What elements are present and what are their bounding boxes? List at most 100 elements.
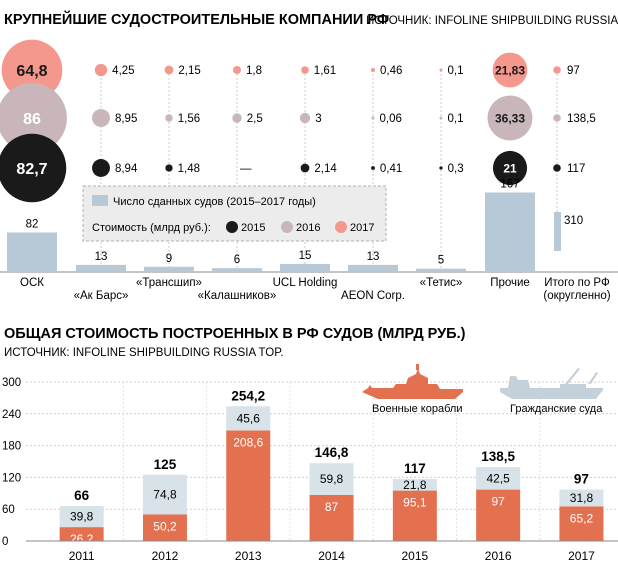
- cost-value-2016-7: 36,33: [495, 111, 525, 125]
- x-tick-label-2014: 2014: [318, 549, 345, 563]
- bottom-value-labels: 26,2 39,8 66 50,2 74,8 125 208,6 45,6 254,2 87 59,…: [70, 388, 593, 546]
- military-value-2013: 208,6: [233, 435, 263, 449]
- cost-bubble-2015-8: [553, 164, 561, 172]
- company-name-0: ОСК: [20, 277, 44, 289]
- x-tick-label-2013: 2013: [235, 549, 262, 563]
- ships-value-4: 15: [299, 250, 312, 262]
- military-value-2017: 65,2: [570, 511, 594, 525]
- cost-bubble-2017-4: [301, 66, 309, 74]
- civilian-bar-2014: [309, 463, 354, 495]
- bottom-y-tick-labels: 300 240 180 120 60 0: [2, 377, 21, 548]
- cost-bubble-2015-4: [300, 163, 310, 173]
- military-value-2015: 95,1: [403, 496, 427, 510]
- cost-value-2017-3: 1,8: [246, 65, 262, 77]
- military-bar-2016: [476, 489, 521, 541]
- cost-bubble-2015-1: [92, 159, 110, 177]
- y-tick-label-3: 120: [2, 472, 21, 484]
- ships-value-6: 5: [438, 255, 444, 267]
- cost-bubble-2017-8: [553, 66, 561, 74]
- civilian-bar-2011: [59, 506, 104, 528]
- bottom-x-tick-labels: 2011 2012 2013 2014 2015 2016 2017: [69, 549, 595, 563]
- company-name-8: Итого по РФ: [544, 277, 610, 289]
- cost-value-2017-0: 64,8: [16, 63, 47, 80]
- cost-value-2015-4: 2,14: [314, 163, 337, 175]
- cost-value-2017-8: 97: [567, 65, 580, 77]
- legend-2016-label: 2016: [296, 222, 320, 234]
- ships-value-1: 13: [95, 251, 108, 263]
- ships-value-7: 167: [500, 179, 519, 191]
- warship-icon: [362, 364, 463, 399]
- cost-bubble-2016-5: [371, 116, 375, 120]
- civilian-bar-2012: [142, 474, 187, 515]
- cost-bubble-2016-2: [165, 114, 173, 122]
- top-company-names: ОСК «Ак Барс» «Трансшип»«Калашников»UCL Ho…: [20, 277, 611, 302]
- top-value-labels: 82 64,8 86 82,7 13 4,25 8,95 8,94 9 2,15 1,56 1,48 6…: [16, 63, 595, 267]
- y-tick-label-4: 60: [2, 504, 15, 516]
- legend-2017-swatch: [335, 221, 347, 233]
- civilian-value-2013: 45,6: [237, 411, 261, 425]
- cost-value-2016-4: 3: [315, 113, 321, 125]
- civilian-value-2015: 21,8: [403, 478, 427, 492]
- cost-bubble-2015-0: [0, 133, 67, 203]
- total-value-2011: 66: [74, 488, 90, 503]
- cost-value-2015-6: 0,3: [448, 163, 464, 175]
- top-legend: Число сданных судов (2015–2017 годы) Сто…: [82, 185, 387, 242]
- military-bar-2012: [142, 514, 187, 541]
- top-ship-bars: [7, 192, 561, 271]
- cost-value-2017-2: 2,15: [178, 65, 200, 77]
- ships-value-3: 6: [234, 254, 240, 266]
- cost-value-2015-7: 21: [503, 161, 517, 175]
- company-name-3: «Калашников»: [198, 290, 277, 302]
- cost-bubble-2017-1: [94, 63, 108, 77]
- cost-value-2016-3: 2,5: [247, 113, 263, 125]
- ships-bar-8: [554, 212, 561, 251]
- x-tick-label-2017: 2017: [568, 549, 595, 563]
- total-value-2015: 117: [404, 461, 426, 476]
- x-tick-label-2015: 2015: [401, 549, 428, 563]
- cost-value-2015-3: —: [240, 163, 252, 175]
- cost-value-2016-0: 86: [23, 111, 41, 128]
- company-name-5: AEON Corp.: [341, 290, 405, 302]
- cost-value-2016-1: 8,95: [115, 113, 137, 125]
- bottom-chart-source: ИСТОЧНИК: INFOLINE SHIPBUILDING RUSSIA T…: [4, 347, 284, 359]
- cost-value-2015-8: 117: [567, 163, 585, 175]
- legend-civilian-label: Гражданские суда: [510, 403, 603, 415]
- company-name-4: UCL Holding: [273, 277, 338, 289]
- y-tick-label-5: 0: [2, 536, 8, 548]
- company-name-7: Прочие: [490, 277, 530, 289]
- ships-bar-5: [348, 264, 398, 271]
- ships-bar-4: [280, 263, 330, 271]
- cost-bubble-2016-8: [553, 114, 561, 122]
- x-tick-label-2016: 2016: [485, 549, 512, 563]
- cost-bubble-2016-6: [439, 116, 443, 120]
- bottom-chart-title: ОБЩАЯ СТОИМОСТЬ ПОСТРОЕННЫХ В РФ СУДОВ (…: [4, 326, 466, 342]
- civilian-bar-2013: [226, 406, 271, 431]
- civilian-bar-2015: [392, 479, 437, 491]
- cost-value-2015-5: 0,41: [380, 163, 402, 175]
- company-name-8-note: (округленно): [543, 290, 610, 302]
- legend-cost-label: Стоимость (млрд руб.):: [92, 222, 211, 234]
- cost-value-2016-5: 0,06: [380, 113, 402, 125]
- company-name-6: «Тетис»: [420, 277, 463, 289]
- x-tick-label-2011: 2011: [69, 549, 95, 563]
- total-value-2014: 146,8: [315, 445, 349, 460]
- military-value-2014: 87: [325, 500, 339, 514]
- cost-value-2015-0: 82,7: [16, 161, 47, 178]
- civilian-value-2016: 42,5: [486, 471, 510, 485]
- top-cost-bubbles: [0, 39, 561, 203]
- cost-bubble-2016-0: [0, 83, 67, 153]
- cost-bubble-2015-2: [165, 164, 173, 172]
- legend-ships-label: Число сданных судов (2015–2017 годы): [113, 196, 316, 208]
- y-tick-label-2: 180: [2, 441, 21, 453]
- ships-value-8: 310: [564, 215, 583, 227]
- total-value-2012: 125: [154, 457, 177, 472]
- ships-value-5: 13: [367, 251, 380, 263]
- company-name-2: «Трансшип»: [136, 277, 202, 289]
- ships-value-2: 9: [166, 253, 172, 265]
- cost-value-2017-6: 0,1: [448, 65, 464, 77]
- legend-ships-swatch: [92, 195, 108, 206]
- total-value-2017: 97: [574, 472, 589, 487]
- cost-bubble-2016-4: [299, 112, 311, 124]
- cost-value-2017-1: 4,25: [112, 65, 134, 77]
